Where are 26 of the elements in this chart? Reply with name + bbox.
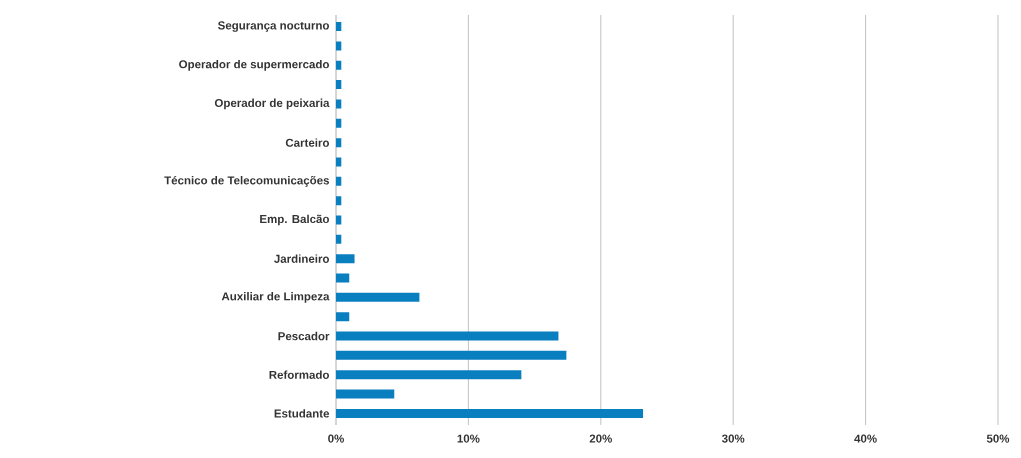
x-tick-label: 50%	[986, 434, 1010, 443]
bar	[336, 292, 420, 302]
bar	[336, 408, 644, 418]
bar	[336, 370, 522, 380]
y-tick-label: Estudante	[274, 409, 330, 418]
bar	[336, 331, 559, 341]
y-tick-label: Operador de peixaria	[214, 98, 330, 110]
y-tick-label: Pescador	[278, 331, 330, 341]
bar	[336, 254, 355, 264]
y-tick-label: Técnico de Telecomunicações	[164, 175, 330, 187]
y-tick-label: Carteiro	[285, 138, 330, 147]
y-tick-label: Jardineiro	[274, 254, 330, 263]
bar	[336, 350, 567, 360]
y-tick-label: Auxiliar de Limpeza	[221, 291, 330, 303]
bar	[336, 312, 350, 322]
x-tick-label: 0%	[328, 434, 344, 443]
y-tick-label: Operador de supermercado	[179, 59, 329, 71]
y-tick-label: Segurança nocturno	[217, 21, 330, 32]
bar	[336, 273, 350, 283]
y-tick-label: Reformado	[269, 370, 330, 379]
y-tick-label: Emp. Balcão	[260, 214, 330, 226]
x-tick-label: 30%	[721, 434, 745, 443]
x-tick-label: 40%	[854, 434, 877, 443]
x-tick-label: 20%	[589, 434, 612, 443]
x-tick-label: 10%	[457, 434, 480, 443]
bar	[336, 389, 395, 399]
